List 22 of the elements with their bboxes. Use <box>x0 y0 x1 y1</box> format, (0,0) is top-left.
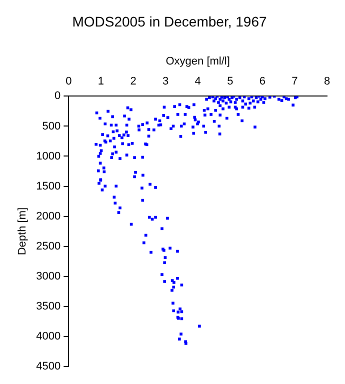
x-tick-label: 2 <box>130 76 136 88</box>
x-tick-label: 0 <box>66 76 72 88</box>
x-tick-label: 8 <box>324 76 330 88</box>
y-tick-label: 3000 <box>36 270 61 282</box>
y-tick-label: 1000 <box>36 150 61 162</box>
y-axis-title: Depth [m] <box>16 207 29 256</box>
x-tick-label: 5 <box>227 76 234 88</box>
x-tick-label: 1 <box>98 76 104 88</box>
y-tick-label: 0 <box>54 90 61 102</box>
x-axis-title: Oxygen [ml/l] <box>166 55 230 68</box>
x-tick-label: 6 <box>259 76 266 88</box>
y-tick-label: 3500 <box>36 300 61 312</box>
x-tick-label: 3 <box>162 76 169 88</box>
x-tick-label: 7 <box>292 76 298 88</box>
x-tick-label: 4 <box>194 76 201 88</box>
chart-title: MODS2005 in December, 1967 <box>72 13 267 30</box>
y-tick-label: 1500 <box>36 180 61 192</box>
y-tick-label: 2500 <box>36 240 61 252</box>
y-tick-label: 4500 <box>36 360 61 372</box>
y-tick-label: 4000 <box>36 330 61 342</box>
y-tick-label: 2000 <box>36 210 61 222</box>
y-tick-label: 500 <box>42 120 61 132</box>
